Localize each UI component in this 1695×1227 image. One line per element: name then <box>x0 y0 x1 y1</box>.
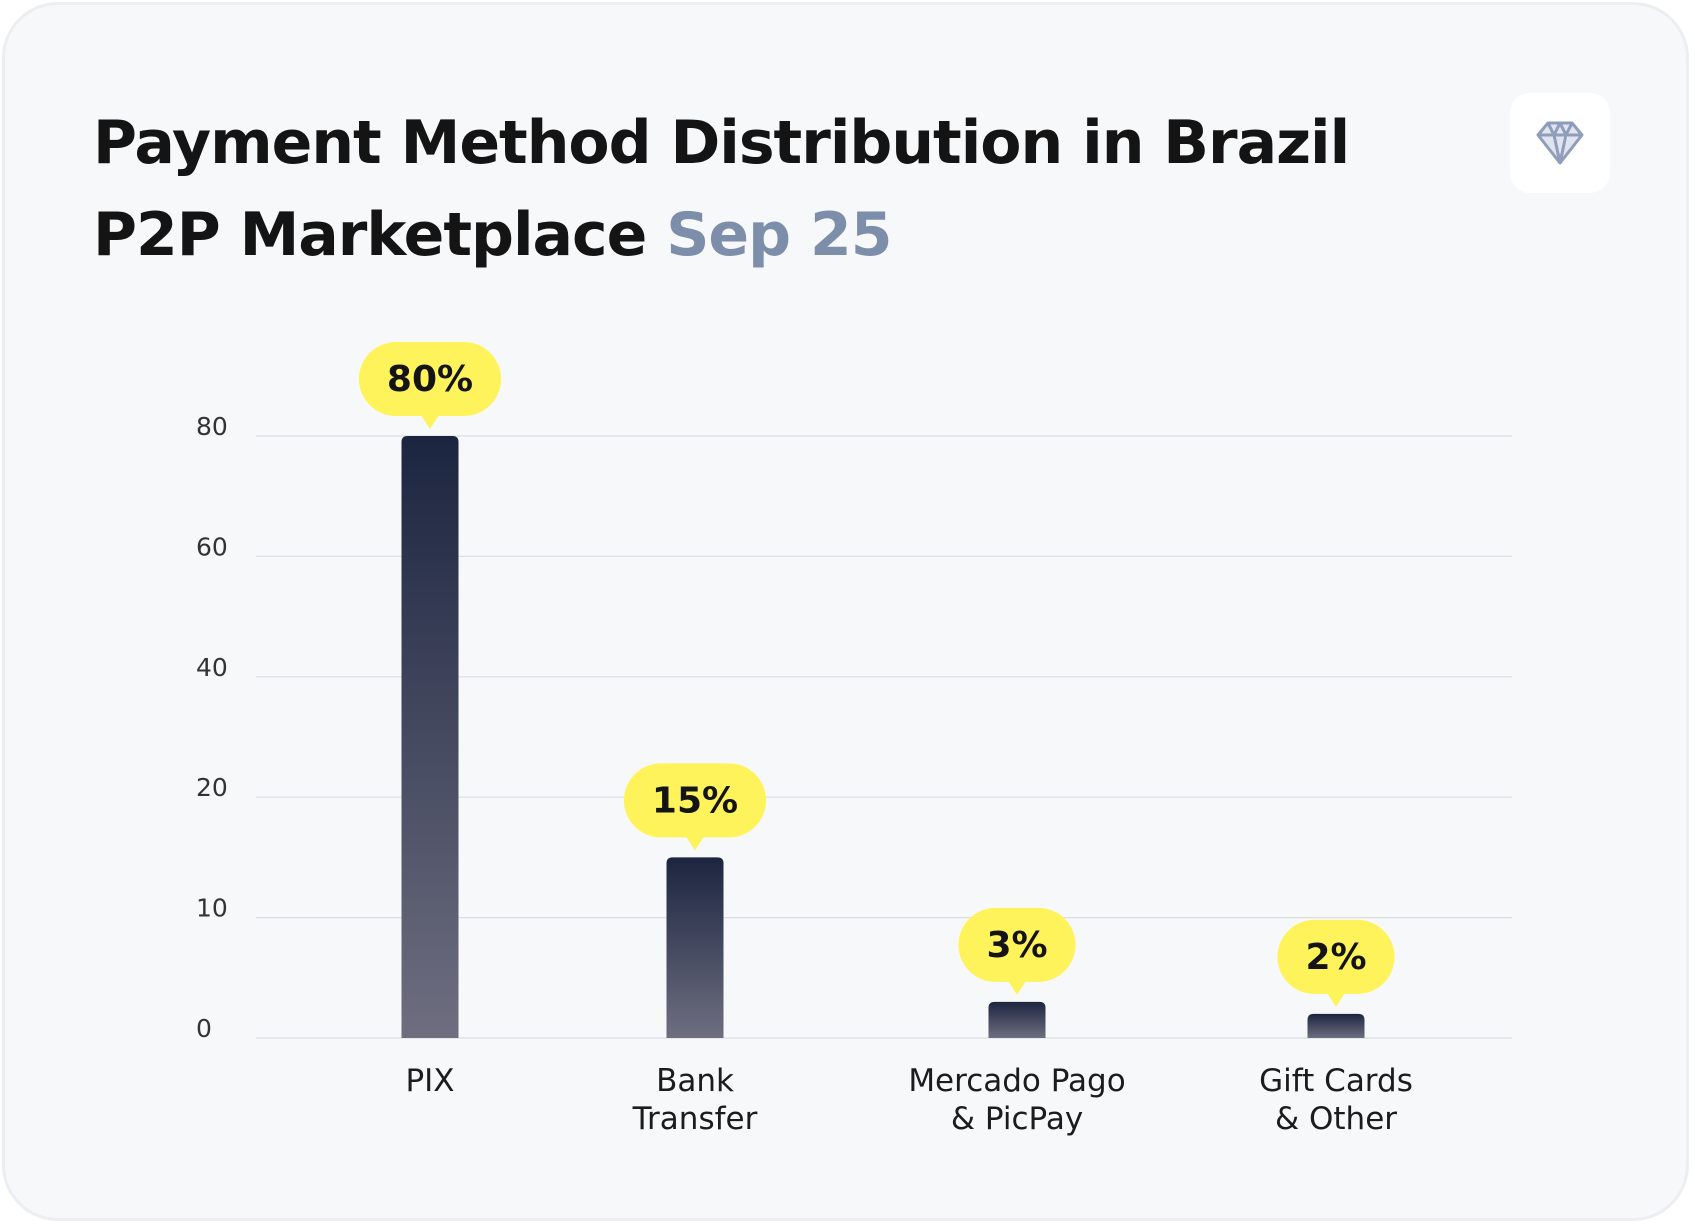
bar <box>401 436 459 1038</box>
bubble-pointer <box>686 836 704 851</box>
value-bubble: 3% <box>958 907 1076 995</box>
x-tick-label: PIX <box>405 1063 455 1099</box>
bar <box>1307 1013 1365 1038</box>
y-tick-label: 10 <box>196 894 228 923</box>
bubble-pointer <box>1327 992 1345 1007</box>
x-tick-label: Mercado Pago & PicPay <box>908 1063 1126 1137</box>
y-tick-label: 0 <box>196 1014 212 1043</box>
chart-title: Payment Method Distribution in Brazil P2… <box>93 108 1350 270</box>
x-tick-label: Bank Transfer <box>632 1063 758 1137</box>
bar <box>988 1001 1046 1038</box>
chart-subtitle: Sep 25 <box>666 200 892 270</box>
x-tick-label: Gift Cards & Other <box>1259 1063 1413 1137</box>
value-label: 2% <box>1305 937 1366 978</box>
y-tick-label: 80 <box>196 412 228 441</box>
bubble-pointer <box>421 415 439 429</box>
value-bubble: 80% <box>358 342 502 429</box>
bar <box>666 857 724 1038</box>
bubble-body <box>623 763 767 838</box>
bubble-body <box>358 342 502 416</box>
value-bubble: 15% <box>623 763 767 851</box>
y-tick-label: 60 <box>196 532 228 561</box>
value-label: 3% <box>986 925 1047 966</box>
bubble-body <box>958 907 1076 982</box>
bubble-body <box>1277 919 1395 994</box>
value-label: 15% <box>652 780 738 821</box>
y-tick-label: 20 <box>196 773 228 802</box>
value-label: 80% <box>387 359 473 400</box>
logo-badge <box>1510 93 1610 193</box>
y-tick-label: 40 <box>196 653 228 682</box>
title-block: Payment Method Distribution in Brazil P2… <box>93 97 1393 281</box>
value-bubble: 2% <box>1277 919 1395 1007</box>
diamond-icon <box>1536 121 1584 165</box>
bubble-pointer <box>1008 980 1026 995</box>
